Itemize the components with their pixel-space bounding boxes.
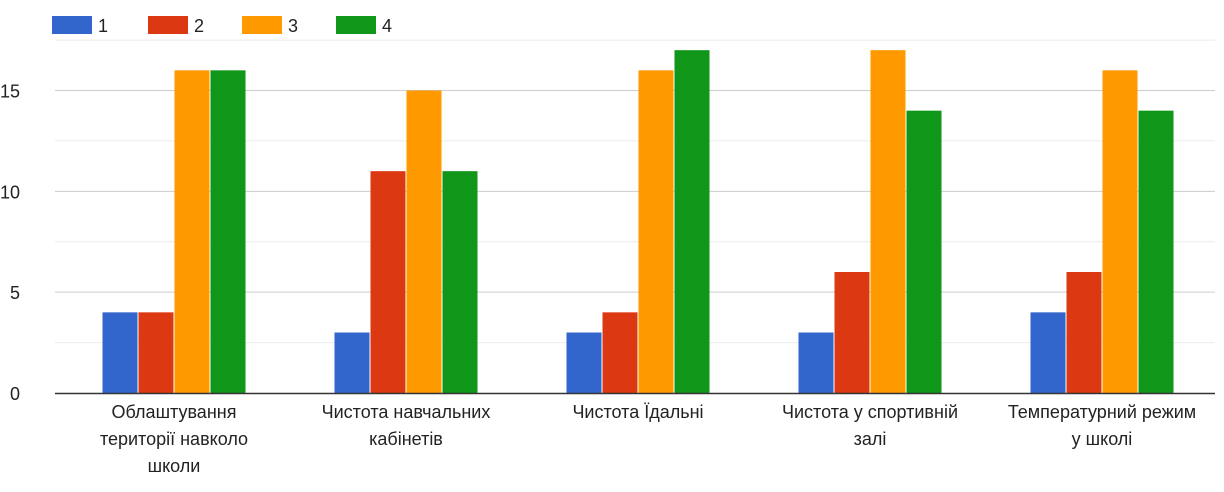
bar xyxy=(406,90,442,393)
bar xyxy=(638,70,674,393)
bar xyxy=(174,70,210,393)
x-axis-labels: Облаштування території навколо школи Чистот… xyxy=(100,402,1196,476)
y-tick-label: 15 xyxy=(0,82,20,102)
legend-swatch xyxy=(242,16,282,34)
y-tick-label: 0 xyxy=(10,384,20,404)
x-category-label: у школі xyxy=(1072,429,1133,449)
bar xyxy=(674,50,710,394)
bars xyxy=(102,50,1174,394)
legend-swatch xyxy=(148,16,188,34)
legend-label: 4 xyxy=(382,16,392,36)
bar xyxy=(1138,110,1174,394)
legend-swatch xyxy=(52,16,92,34)
legend-label: 1 xyxy=(98,16,108,36)
bar xyxy=(210,70,246,393)
bar xyxy=(442,171,478,393)
x-category-label: Чистота у спортивній xyxy=(782,402,958,422)
bar xyxy=(870,50,906,394)
legend: 1 2 3 4 xyxy=(52,16,392,36)
bar xyxy=(1066,272,1102,393)
bar xyxy=(102,312,138,393)
gridlines xyxy=(55,39,1215,344)
bar xyxy=(334,332,370,393)
bar xyxy=(1102,70,1138,393)
bar xyxy=(370,171,406,393)
bar xyxy=(138,312,174,393)
y-axis-ticks: 0 5 10 15 xyxy=(0,82,20,405)
x-category-label: школи xyxy=(148,456,201,476)
bar xyxy=(798,332,834,393)
bar xyxy=(1030,312,1066,393)
bar xyxy=(834,272,870,393)
bar xyxy=(906,110,942,394)
x-category-label: Облаштування xyxy=(112,402,237,422)
bar xyxy=(566,332,602,393)
x-category-label: кабінетів xyxy=(369,429,443,449)
legend-label: 2 xyxy=(194,16,204,36)
x-category-label: залі xyxy=(854,429,887,449)
x-category-label: Температурний режим xyxy=(1008,402,1196,422)
legend-swatch xyxy=(336,16,376,34)
y-tick-label: 10 xyxy=(0,182,20,202)
x-category-label: території навколо xyxy=(100,429,248,449)
legend-label: 3 xyxy=(288,16,298,36)
bar xyxy=(602,312,638,393)
x-category-label: Чистота Їдальні xyxy=(572,402,703,422)
y-tick-label: 5 xyxy=(10,283,20,303)
x-category-label: Чистота навчальних xyxy=(322,402,491,422)
